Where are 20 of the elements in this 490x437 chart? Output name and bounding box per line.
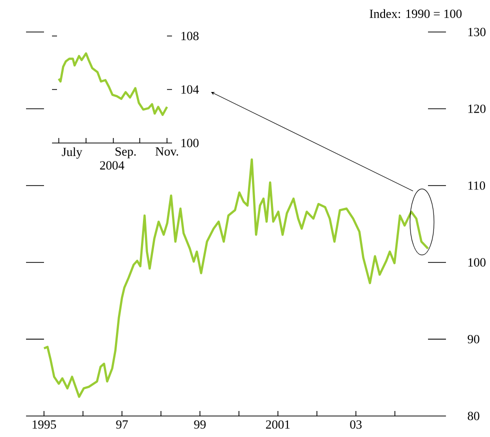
y-tick-label: 100 — [181, 138, 199, 148]
line-series — [58, 52, 168, 116]
y-tick-label: 100 — [468, 258, 486, 267]
x-tick-label: July — [62, 147, 82, 159]
x-tick-label: 1995 — [32, 420, 56, 429]
y-tick-label: 80 — [468, 412, 480, 420]
y-axis-title: Index: 1990 = 100 — [370, 9, 462, 18]
x-tick-label: Nov. — [155, 147, 178, 156]
x-tick-label: 03 — [350, 420, 362, 429]
x-tick-label: 99 — [194, 420, 206, 429]
x-tick-label: 2001 — [266, 420, 290, 429]
x-tick-label: Sep. — [116, 147, 136, 158]
y-tick-label: 110 — [468, 181, 486, 190]
y-tick-label: 130 — [468, 28, 486, 36]
x-tick-label: 97 — [116, 420, 128, 429]
y-tick-label: 104 — [181, 85, 199, 94]
y-tick-label: 108 — [181, 32, 199, 40]
y-tick-label: 90 — [468, 334, 480, 344]
x-axis-title: 2004 — [100, 161, 124, 170]
y-tick-label: 120 — [468, 104, 486, 113]
